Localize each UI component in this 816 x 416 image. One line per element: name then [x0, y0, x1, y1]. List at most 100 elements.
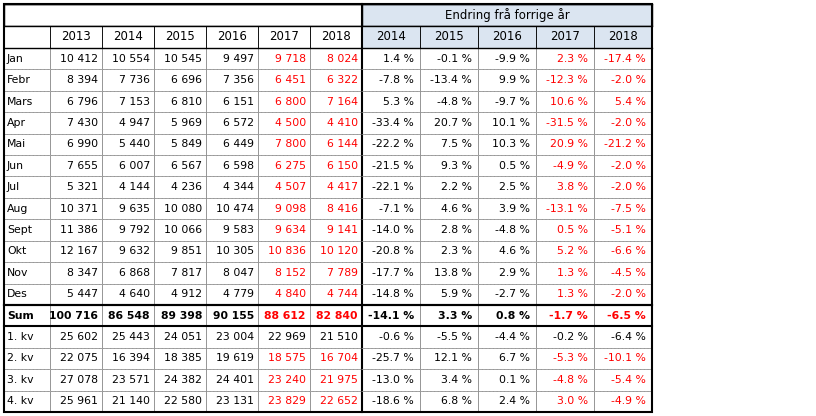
Bar: [310, 48, 362, 69]
Bar: [206, 155, 258, 176]
Text: -4.9 %: -4.9 %: [553, 161, 588, 171]
Text: 7 655: 7 655: [67, 161, 98, 171]
Text: 25 961: 25 961: [60, 396, 98, 406]
Text: 2. kv: 2. kv: [7, 354, 33, 364]
Text: -14.8 %: -14.8 %: [372, 289, 414, 299]
Text: -1.7 %: -1.7 %: [549, 311, 588, 321]
Bar: [478, 348, 536, 369]
Text: 3.3 %: 3.3 %: [437, 311, 472, 321]
Bar: [4, 241, 50, 262]
Text: 10 412: 10 412: [60, 54, 98, 64]
Text: 4 779: 4 779: [223, 289, 254, 299]
Bar: [50, 48, 102, 69]
Text: -31.5 %: -31.5 %: [546, 118, 588, 128]
Text: 4. kv: 4. kv: [7, 396, 33, 406]
Text: 4 912: 4 912: [171, 289, 202, 299]
Text: 5.2 %: 5.2 %: [557, 246, 588, 256]
Text: 24 401: 24 401: [216, 375, 254, 385]
Text: Mai: Mai: [7, 139, 26, 149]
Bar: [4, 69, 50, 91]
Text: 20.9 %: 20.9 %: [550, 139, 588, 149]
Bar: [258, 176, 310, 198]
Bar: [478, 241, 536, 262]
Text: -13.1 %: -13.1 %: [546, 203, 588, 213]
Bar: [206, 327, 258, 348]
Bar: [4, 305, 50, 327]
Text: 9 718: 9 718: [275, 54, 306, 64]
Bar: [536, 112, 594, 134]
Bar: [310, 198, 362, 219]
Bar: [536, 219, 594, 241]
Text: 8 047: 8 047: [223, 268, 254, 278]
Text: -10.1 %: -10.1 %: [604, 354, 646, 364]
Text: 13.8 %: 13.8 %: [434, 268, 472, 278]
Text: 6 572: 6 572: [223, 118, 254, 128]
Bar: [206, 305, 258, 327]
Bar: [206, 134, 258, 155]
Bar: [4, 155, 50, 176]
Bar: [154, 134, 206, 155]
Text: 0.8 %: 0.8 %: [496, 311, 530, 321]
Text: 4 144: 4 144: [119, 182, 150, 192]
Text: Apr: Apr: [7, 118, 26, 128]
Text: 7 164: 7 164: [327, 97, 358, 106]
Bar: [154, 155, 206, 176]
Bar: [478, 198, 536, 219]
Bar: [154, 284, 206, 305]
Text: 2017: 2017: [269, 30, 299, 44]
Text: 20.7 %: 20.7 %: [434, 118, 472, 128]
Bar: [154, 348, 206, 369]
Bar: [536, 262, 594, 284]
Bar: [362, 176, 420, 198]
Text: 10 554: 10 554: [112, 54, 150, 64]
Bar: [594, 48, 652, 69]
Bar: [310, 262, 362, 284]
Text: 10.3 %: 10.3 %: [492, 139, 530, 149]
Text: -0.1 %: -0.1 %: [437, 54, 472, 64]
Bar: [206, 91, 258, 112]
Bar: [594, 369, 652, 391]
Bar: [4, 327, 50, 348]
Text: 6 868: 6 868: [119, 268, 150, 278]
Text: 8 394: 8 394: [67, 75, 98, 85]
Text: 10 066: 10 066: [164, 225, 202, 235]
Text: 4 236: 4 236: [171, 182, 202, 192]
Bar: [258, 26, 310, 48]
Text: -22.2 %: -22.2 %: [372, 139, 414, 149]
Text: 5 849: 5 849: [171, 139, 202, 149]
Text: 2013: 2013: [61, 30, 91, 44]
Text: 4 417: 4 417: [327, 182, 358, 192]
Bar: [258, 134, 310, 155]
Bar: [478, 48, 536, 69]
Text: Endring frå forrige år: Endring frå forrige år: [445, 8, 570, 22]
Bar: [362, 91, 420, 112]
Text: 7 736: 7 736: [119, 75, 150, 85]
Text: 2.8 %: 2.8 %: [441, 225, 472, 235]
Text: 4 640: 4 640: [119, 289, 150, 299]
Text: 16 704: 16 704: [320, 354, 358, 364]
Bar: [258, 348, 310, 369]
Bar: [50, 219, 102, 241]
Bar: [362, 241, 420, 262]
Text: 6 990: 6 990: [67, 139, 98, 149]
Bar: [420, 348, 478, 369]
Text: 4 507: 4 507: [275, 182, 306, 192]
Bar: [420, 134, 478, 155]
Bar: [310, 91, 362, 112]
Text: 10 305: 10 305: [216, 246, 254, 256]
Bar: [536, 391, 594, 412]
Bar: [536, 305, 594, 327]
Text: -2.0 %: -2.0 %: [611, 75, 646, 85]
Text: 18 385: 18 385: [164, 354, 202, 364]
Bar: [50, 327, 102, 348]
Text: 100 716: 100 716: [49, 311, 98, 321]
Bar: [362, 112, 420, 134]
Bar: [206, 369, 258, 391]
Bar: [154, 69, 206, 91]
Text: 2.2 %: 2.2 %: [441, 182, 472, 192]
Bar: [594, 391, 652, 412]
Bar: [102, 369, 154, 391]
Bar: [4, 26, 50, 48]
Text: -18.6 %: -18.6 %: [372, 396, 414, 406]
Text: 21 975: 21 975: [320, 375, 358, 385]
